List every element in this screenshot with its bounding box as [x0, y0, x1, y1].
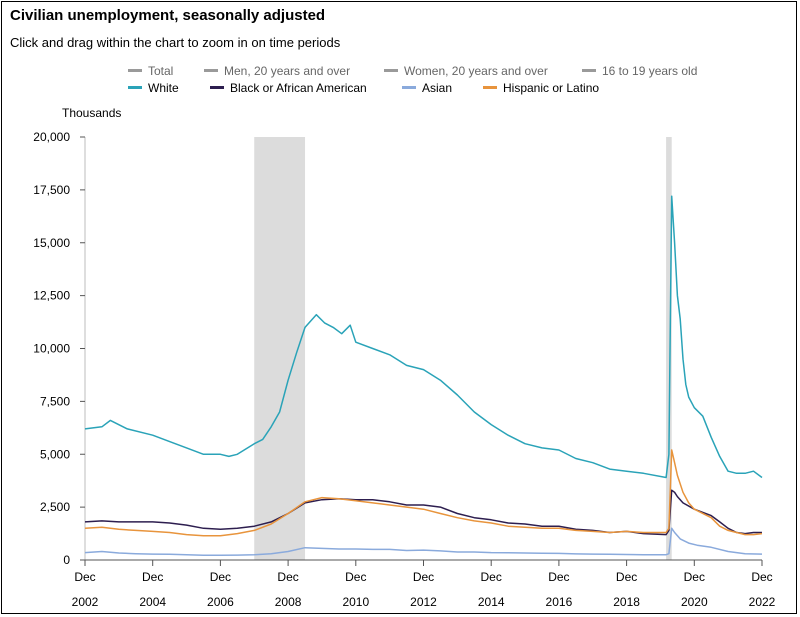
- x-tick-label-month: Dec: [277, 570, 298, 584]
- legend-swatch-asian: [402, 86, 416, 90]
- x-tick-label-year: 2008: [275, 595, 302, 609]
- legend-label-asian: Asian: [422, 81, 453, 95]
- x-tick-label-month: Dec: [481, 570, 502, 584]
- x-tick-label-year: 2018: [613, 595, 640, 609]
- legend-item-black[interactable]: Black or African American: [210, 81, 367, 95]
- legend-item-white[interactable]: White: [128, 81, 179, 95]
- x-tick-label-month: Dec: [684, 570, 705, 584]
- recession-band-2: [666, 137, 672, 560]
- y-tick-label: 15,000: [33, 236, 70, 250]
- legend-swatch-women: [384, 69, 398, 73]
- x-tick-label-month: Dec: [616, 570, 637, 584]
- series-lines: [84, 195, 763, 557]
- y-tick-label: 20,000: [33, 130, 70, 144]
- x-tick-label-month: Dec: [142, 570, 163, 584]
- x-tick-label-month: Dec: [413, 570, 434, 584]
- y-tick-label: 2,500: [40, 500, 70, 514]
- recession-bands: [254, 137, 672, 560]
- y-tick-label: 17,500: [33, 183, 70, 197]
- series-line-hispanic-or-latino: [84, 449, 763, 537]
- legend-item-men[interactable]: Men, 20 years and over: [204, 64, 350, 78]
- series-line-white: [84, 195, 763, 479]
- legend-swatch-white: [128, 86, 142, 90]
- x-tick-label-year: 2012: [410, 595, 437, 609]
- x-tick-label-year: 2006: [207, 595, 234, 609]
- legend-swatch-teens: [582, 69, 596, 73]
- y-tick-label: 5,000: [40, 447, 70, 461]
- series-line-black-or-african-american: [84, 489, 762, 536]
- chart-subtitle: Click and drag within the chart to zoom …: [10, 35, 341, 50]
- x-tick-label-month: Dec: [74, 570, 95, 584]
- legend-label-teens: 16 to 19 years old: [602, 64, 698, 78]
- x-tick-label-month: Dec: [548, 570, 569, 584]
- x-tick-label-year: 2014: [478, 595, 505, 609]
- x-tick-label-year: 2002: [72, 595, 99, 609]
- y-tick-label: 0: [63, 553, 70, 567]
- x-tick-label-year: 2016: [546, 595, 573, 609]
- x-tick-label-year: 2010: [342, 595, 369, 609]
- y-axis-title: Thousands: [62, 106, 122, 120]
- y-tick-label: 10,000: [33, 342, 70, 356]
- legend-swatch-total: [128, 69, 142, 73]
- legend-swatch-hispanic: [483, 86, 497, 90]
- y-tick-label: 12,500: [33, 289, 70, 303]
- legend-label-total: Total: [148, 64, 174, 78]
- x-tick-label-month: Dec: [751, 570, 772, 584]
- x-tick-label-month: Dec: [210, 570, 231, 584]
- series-line-asian: [84, 527, 763, 557]
- legend-label-hispanic: Hispanic or Latino: [503, 81, 600, 95]
- axes: 0 2,500 5,000 7,500 10,000 12,500 15,000 17,500…: [33, 130, 775, 609]
- legend-label-white: White: [148, 81, 179, 95]
- legend-item-teens[interactable]: 16 to 19 years old: [582, 64, 697, 78]
- x-tick-label-year: 2004: [139, 595, 166, 609]
- chart-title: Civilian unemployment, seasonally adjust…: [10, 7, 326, 24]
- y-tick-label: 7,500: [40, 394, 70, 408]
- legend-item-asian[interactable]: Asian: [402, 81, 452, 95]
- recession-band-1: [254, 137, 306, 560]
- legend-item-women[interactable]: Women, 20 years and over: [384, 64, 548, 78]
- legend-swatch-men: [204, 69, 218, 73]
- legend-label-men: Men, 20 years and over: [224, 64, 351, 78]
- x-tick-label-month: Dec: [345, 570, 366, 584]
- legend-label-women: Women, 20 years and over: [404, 64, 548, 78]
- x-tick-label-year: 2020: [681, 595, 708, 609]
- legend-item-total[interactable]: Total: [128, 64, 173, 78]
- legend-label-black: Black or African American: [230, 81, 367, 95]
- legend-item-hispanic[interactable]: Hispanic or Latino: [483, 81, 599, 95]
- x-tick-label-year: 2022: [749, 595, 776, 609]
- legend-swatch-black: [210, 86, 224, 90]
